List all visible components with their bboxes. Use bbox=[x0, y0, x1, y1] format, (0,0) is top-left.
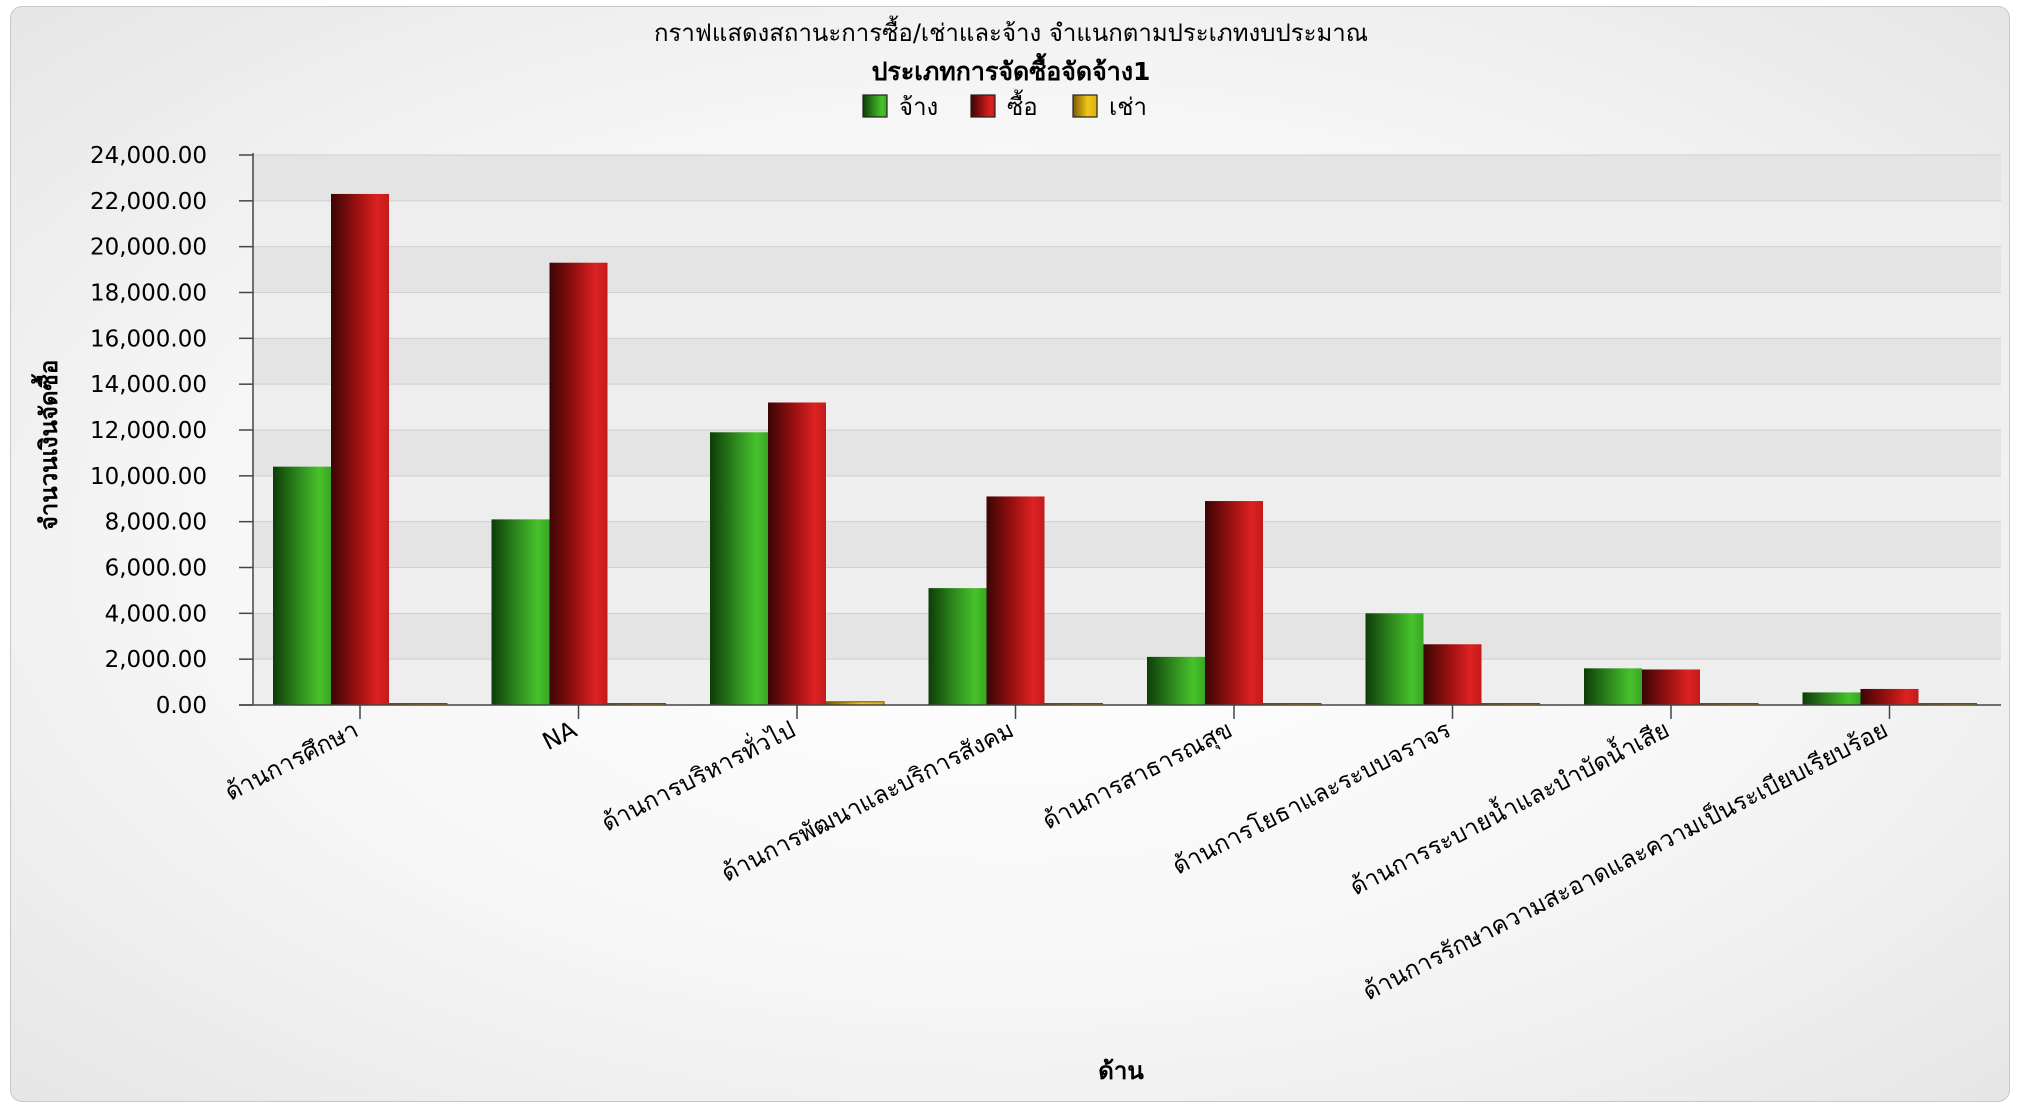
bar-hire bbox=[1584, 668, 1642, 705]
chart-subtitle: ประเภทการจัดซื้อจัดจ้าง1 bbox=[872, 52, 1151, 86]
chart-title: กราฟแสดงสถานะการซื้อ/เช่าและจ้าง จำแนกตา… bbox=[654, 15, 1368, 47]
legend-label: ซื้อ bbox=[1007, 89, 1038, 121]
plot-band bbox=[253, 246, 2001, 293]
legend-swatch bbox=[1072, 94, 1098, 118]
plot-band bbox=[253, 155, 2001, 201]
plot-band bbox=[253, 475, 2001, 522]
bar-hire bbox=[491, 519, 550, 705]
plot-band bbox=[253, 292, 2001, 339]
bar-buy bbox=[986, 496, 1045, 705]
legend-label: จ้าง bbox=[899, 93, 938, 121]
bar-hire bbox=[1802, 692, 1861, 705]
y-tick-label: 20,000.00 bbox=[90, 235, 207, 261]
legend-label: เช่า bbox=[1109, 93, 1147, 121]
bar-buy bbox=[1860, 688, 1919, 705]
legend-swatch bbox=[970, 94, 996, 118]
y-axis-ticks: 0.00 2,000.00 4,000.00 6,000.00 8,000.00 10,0… bbox=[90, 143, 253, 719]
y-tick-label: 10,000.00 bbox=[90, 464, 207, 490]
bar-hire bbox=[1365, 613, 1424, 705]
y-tick-label: 6,000.00 bbox=[105, 556, 207, 582]
bar-hire bbox=[928, 588, 987, 705]
x-tick-label: NA bbox=[538, 715, 582, 756]
bar-buy bbox=[1423, 644, 1482, 705]
y-tick-label: 8,000.00 bbox=[105, 510, 207, 536]
plot-band bbox=[253, 338, 2001, 385]
y-tick-label: 18,000.00 bbox=[90, 281, 207, 307]
y-tick-label: 14,000.00 bbox=[90, 372, 207, 398]
bar-buy bbox=[1642, 669, 1700, 705]
y-tick-label: 16,000.00 bbox=[90, 326, 207, 352]
bar-hire bbox=[1147, 656, 1205, 705]
bar-hire bbox=[710, 432, 768, 705]
x-axis-labels: ด้านการศึกษา NA ด้านการบริหารทั่วไป ด้านการ… bbox=[220, 712, 1892, 1006]
bar-buy bbox=[1205, 501, 1263, 705]
y-tick-label: 4,000.00 bbox=[105, 601, 207, 627]
legend-swatch bbox=[862, 94, 888, 118]
x-tick-label: ด้านการสาธารณสุข bbox=[1038, 715, 1237, 836]
y-tick-label: 22,000.00 bbox=[90, 189, 207, 215]
bar-hire bbox=[273, 466, 331, 705]
y-tick-label: 12,000.00 bbox=[90, 418, 207, 444]
bar-buy bbox=[331, 193, 389, 706]
plot-band bbox=[253, 200, 2001, 247]
y-tick-label: 24,000.00 bbox=[90, 143, 207, 169]
legend: จ้าง ซื้อ เช่า bbox=[862, 89, 1147, 121]
plot-band bbox=[253, 384, 2001, 430]
y-axis-title: จำนวนเงินจัดซื้อ bbox=[30, 360, 63, 531]
x-axis-title: ด้าน bbox=[1098, 1057, 1144, 1085]
bar-chart: กราฟแสดงสถานะการซื้อ/เช่าและจ้าง จำแนกตา… bbox=[30, 15, 2001, 1085]
axes bbox=[239, 153, 2001, 719]
bar-buy bbox=[549, 262, 608, 705]
plot-background bbox=[253, 155, 2001, 705]
plot-band bbox=[253, 430, 2001, 476]
chart-panel: กราฟแสดงสถานะการซื้อ/เช่าและจ้าง จำแนกตา… bbox=[10, 6, 2010, 1102]
x-tick-label: ด้านการบริหารทั่วไป bbox=[596, 713, 800, 837]
y-tick-label: 2,000.00 bbox=[105, 647, 207, 673]
x-tick-label: ด้านการศึกษา bbox=[220, 715, 362, 806]
y-tick-label: 0.00 bbox=[156, 693, 207, 719]
bar-buy bbox=[768, 402, 826, 705]
